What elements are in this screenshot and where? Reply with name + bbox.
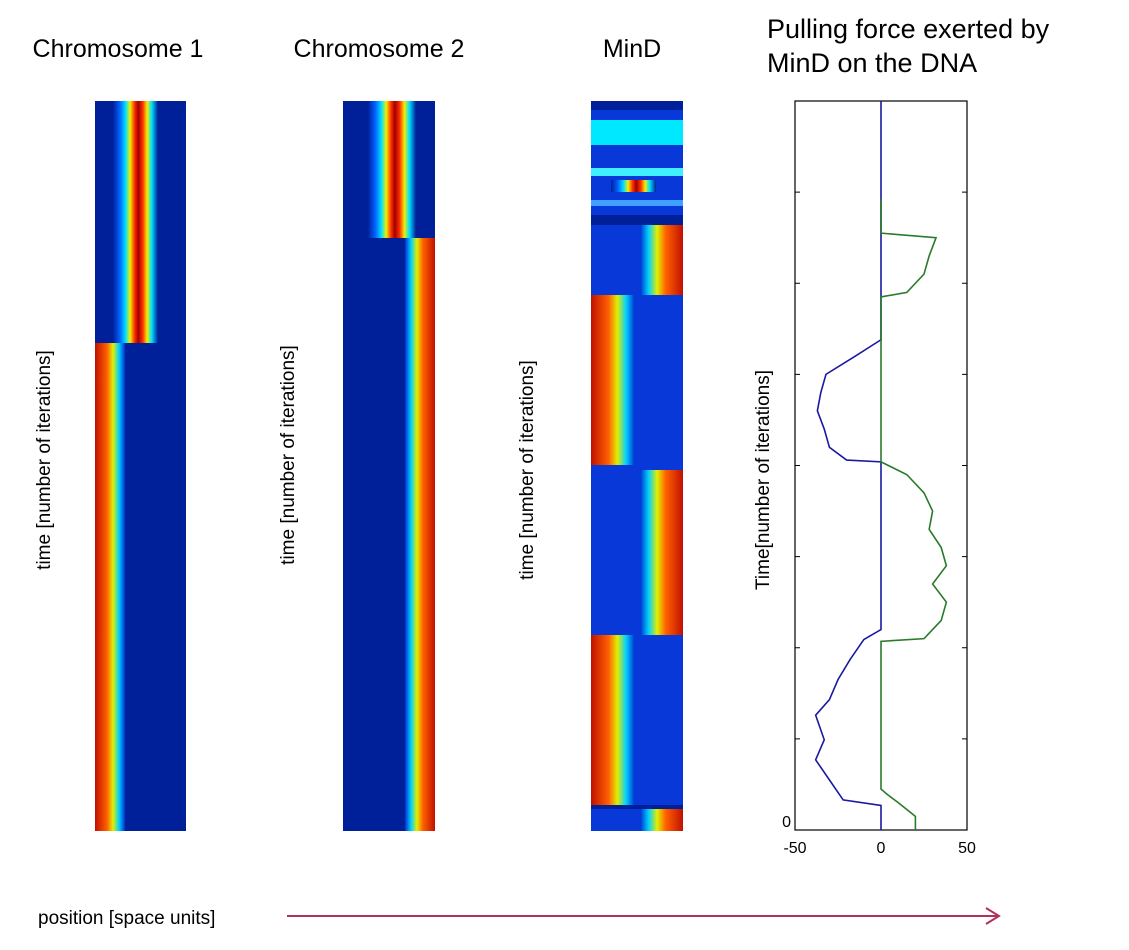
- x-axis-label: position [space units]: [38, 908, 215, 929]
- chart-title: Pulling force exerted by MinD on the DNA: [767, 14, 1050, 78]
- panel-title: MinD: [603, 35, 661, 63]
- panel-title: Chromosome 2: [294, 35, 465, 63]
- heatmap: [591, 101, 683, 831]
- y-axis-label: time [number of iterations]: [278, 345, 299, 565]
- x-tick-label: -50: [783, 840, 806, 857]
- heatmap: [95, 101, 186, 831]
- y-axis-label: time [number of iterations]: [34, 350, 55, 570]
- y-axis-label: time [number of iterations]: [517, 360, 538, 580]
- arrow-head: [985, 907, 1001, 925]
- heatmap: [343, 101, 435, 831]
- force-line: [814, 101, 882, 830]
- panel-title: Chromosome 1: [33, 35, 204, 63]
- force-line: [880, 199, 948, 830]
- x-tick-label: 50: [958, 840, 976, 857]
- x-tick-label: 0: [877, 840, 886, 857]
- y-tick-label: 0: [782, 814, 791, 831]
- y-axis-label: Time[number of iterations]: [753, 370, 774, 590]
